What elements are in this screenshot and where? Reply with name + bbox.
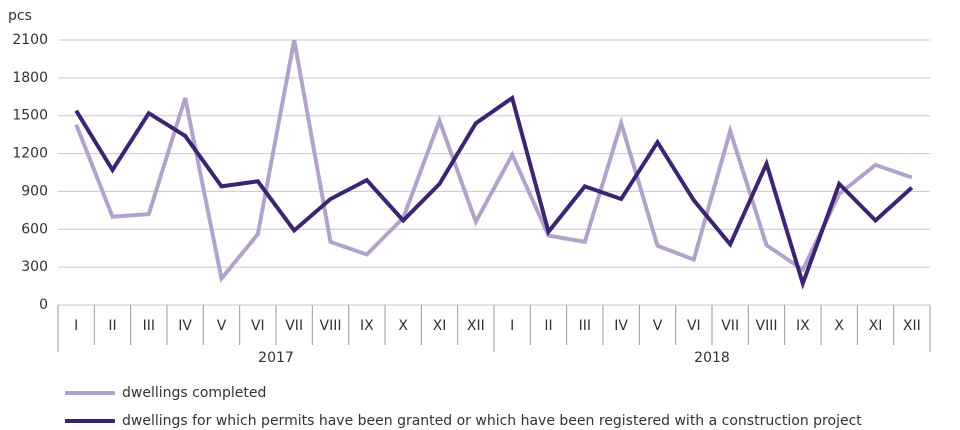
y-tick-label: 2100	[12, 32, 48, 48]
x-tick-label: VIII	[320, 318, 342, 334]
x-tick-label: VII	[721, 318, 739, 334]
y-tick-label: 1500	[12, 108, 48, 124]
x-tick-label: II	[544, 318, 552, 334]
x-tick-label: II	[108, 318, 116, 334]
data-line	[74, 39, 913, 284]
x-tick-label: V	[217, 318, 227, 334]
x-tick-label: V	[653, 318, 663, 334]
x-group-label: 2018	[694, 350, 730, 366]
x-tick-label: X	[398, 318, 408, 334]
y-axis-label: pcs	[8, 8, 32, 24]
y-tick-label: 1200	[12, 146, 48, 162]
y-tick-label: 0	[39, 297, 48, 313]
x-tick-label: XI	[869, 318, 883, 334]
x-tick-label: VIII	[756, 318, 778, 334]
x-tick-label: III	[143, 318, 155, 334]
x-tick-label: X	[834, 318, 844, 334]
x-tick-label: I	[74, 318, 78, 334]
legend-label: dwellings for which permits have been gr…	[122, 413, 862, 429]
y-tick-label: 300	[21, 259, 48, 275]
x-tick-label: I	[510, 318, 514, 334]
y-tick-label: 900	[21, 183, 48, 199]
x-tick-label: IX	[796, 318, 810, 334]
x-tick-label: VI	[251, 318, 265, 334]
x-group-label: 2017	[258, 350, 294, 366]
legend-label: dwellings completed	[122, 385, 266, 401]
x-tick-label: IV	[614, 318, 628, 334]
x-tick-label: XII	[903, 318, 921, 334]
y-tick-label: 600	[21, 221, 48, 237]
x-tick-label: XII	[467, 318, 485, 334]
y-tick-label: 1800	[12, 70, 48, 86]
x-tick-label: VI	[687, 318, 701, 334]
x-tick-label: IV	[178, 318, 192, 334]
x-tick-label: III	[579, 318, 591, 334]
x-tick-label: XI	[433, 318, 447, 334]
x-tick-label: VII	[285, 318, 303, 334]
data-line	[74, 94, 914, 290]
x-tick-label: IX	[360, 318, 374, 334]
